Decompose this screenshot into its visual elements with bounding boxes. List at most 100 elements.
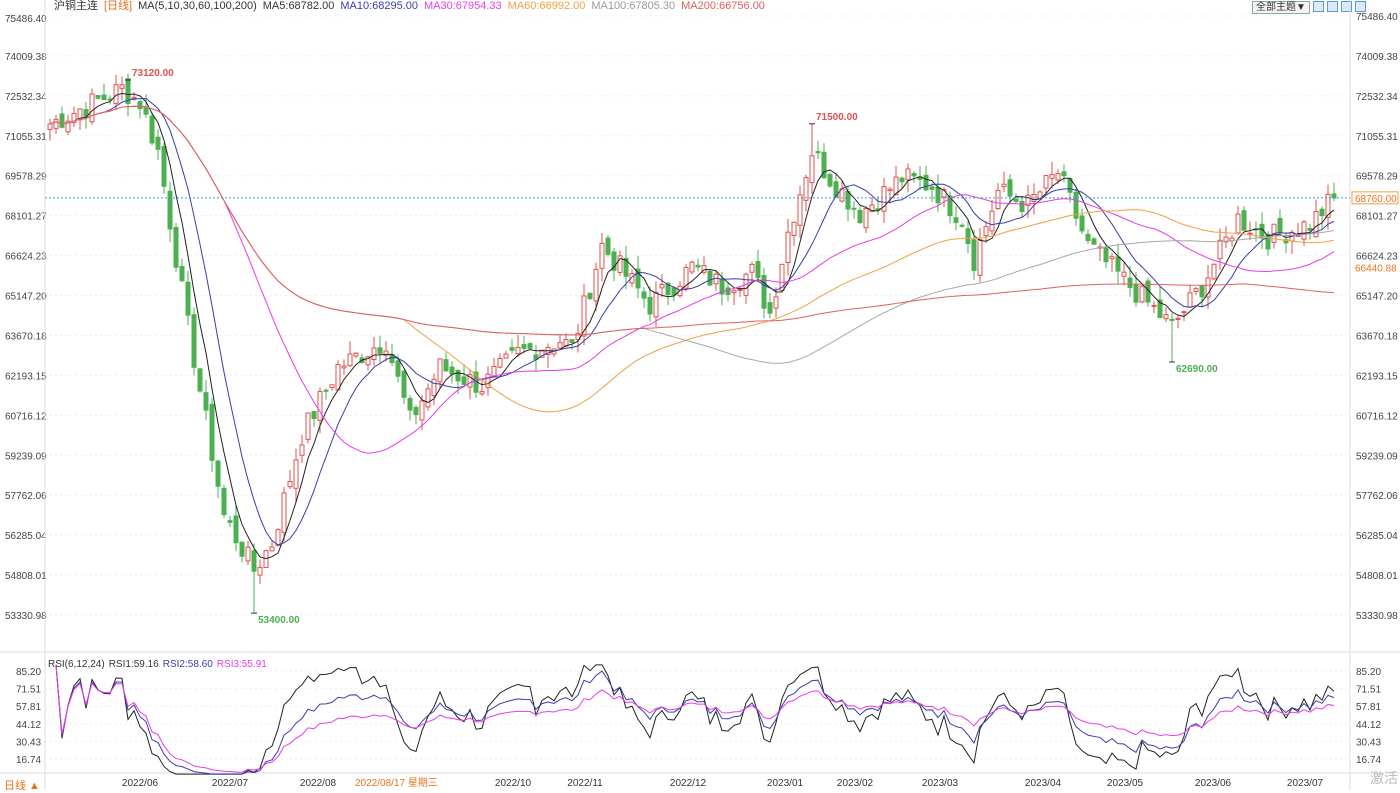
candle-body [443, 359, 449, 372]
candle-body [701, 265, 707, 273]
candle-body [1187, 292, 1193, 308]
candle-body [749, 263, 755, 273]
candle-body [1061, 171, 1067, 177]
candle-body [857, 209, 863, 224]
extreme-label: 71500.00 [816, 112, 858, 123]
left-axis-label: 69578.29 [5, 172, 47, 183]
candle-body [1025, 194, 1031, 206]
candle-body [509, 347, 515, 351]
candle-body [305, 412, 311, 440]
candle-body [929, 186, 935, 190]
right-axis-label: 75486.40 [1356, 12, 1398, 23]
left-axis-label: 75486.40 [5, 14, 47, 25]
candle-body [617, 255, 623, 273]
candle-body [1175, 317, 1181, 320]
candle-body [83, 109, 89, 117]
candle-body [245, 546, 251, 562]
candle-body [323, 389, 329, 392]
candle-body [185, 281, 191, 316]
date-label: 2023/01 [767, 778, 804, 789]
candle-body [527, 343, 533, 349]
candle-body [299, 444, 305, 456]
candle-body [461, 376, 467, 385]
candle-body [425, 388, 431, 408]
candle-body [1151, 304, 1157, 307]
candle-body [401, 370, 407, 398]
candle-body [239, 541, 245, 557]
candle-body [95, 95, 101, 99]
candle-body [1121, 271, 1127, 277]
candle-body [1109, 256, 1115, 260]
candle-body [923, 174, 929, 191]
right-axis-label: 53330.98 [1356, 611, 1398, 622]
date-label: 2023/05 [1107, 778, 1144, 789]
extreme-label: 62690.00 [1176, 364, 1218, 375]
candle-body [791, 221, 797, 236]
candle-body [257, 566, 263, 576]
candle-body [161, 146, 167, 187]
left-axis-label: 59239.09 [5, 451, 47, 462]
ma10-line [49, 97, 1335, 546]
candle-body [203, 392, 209, 411]
candle-body [797, 194, 803, 226]
candle-body [983, 226, 989, 237]
candle-body [233, 515, 239, 544]
date-label: 2022/07 [212, 778, 249, 789]
zoom-out-icon[interactable] [1326, 1, 1338, 12]
rsi2-value: RSI2:58.60 [162, 659, 213, 670]
chart-toolbar: 全部主题▼ [1252, 1, 1366, 14]
right-axis-label: 66624.23 [1356, 252, 1398, 263]
right-axis-label: 74009.38 [1356, 52, 1398, 63]
zoom-fit-icon[interactable] [1312, 1, 1324, 12]
candle-body [809, 155, 815, 184]
rsi2-line [55, 664, 1335, 775]
rsi3-line [55, 664, 1335, 773]
candle-body [1049, 174, 1055, 179]
right-axis-label: 56285.04 [1356, 531, 1398, 542]
rsi-left-label: 57.81 [16, 702, 41, 713]
candle-body [437, 358, 443, 383]
candle-body [689, 261, 695, 273]
rsi-left-label: 30.43 [16, 737, 41, 748]
candle-body [695, 264, 701, 268]
candle-body [773, 296, 779, 309]
candle-body [287, 481, 293, 488]
candle-body [89, 93, 95, 123]
candle-body [845, 190, 851, 210]
play-icon[interactable] [1340, 1, 1352, 12]
candle-body [1193, 288, 1199, 292]
candle-body [977, 239, 983, 276]
candle-body [863, 208, 869, 229]
theme-select[interactable]: 全部主题▼ [1252, 1, 1310, 14]
ma5-value: MA5:68782.00 [262, 0, 335, 12]
candle-body [725, 287, 731, 296]
candle-body [683, 266, 689, 289]
candle-body [1223, 236, 1229, 243]
candle-body [707, 270, 713, 286]
end-icon[interactable] [1354, 1, 1366, 12]
candle-body [1019, 201, 1025, 212]
candle-body [227, 520, 233, 523]
ma60-value: MA60:66992.00 [507, 0, 586, 12]
candle-body [1307, 228, 1313, 231]
rsi-left-label: 44.12 [16, 720, 41, 731]
candle-body [581, 295, 587, 337]
candle-body [611, 251, 617, 271]
ma-params[interactable]: MA(5,10,30,60,100,200) [138, 0, 257, 12]
candle-body [629, 273, 635, 284]
candle-body [785, 231, 791, 263]
candle-body [395, 360, 401, 377]
date-label: 2023/03 [922, 778, 959, 789]
right-axis-label: 69578.29 [1356, 172, 1398, 183]
candle-body [71, 112, 77, 124]
left-axis-label: 54808.01 [5, 571, 47, 582]
candle-body [965, 228, 971, 244]
left-axis-label: 68101.27 [5, 212, 47, 223]
candle-body [905, 168, 911, 181]
candle-body [803, 177, 809, 201]
rsi-params: RSI(6,12,24) [48, 659, 105, 670]
period-toggle[interactable]: 日线 ▲ [4, 780, 40, 792]
left-axis-label: 62193.15 [5, 371, 47, 382]
candle-body [899, 177, 905, 183]
